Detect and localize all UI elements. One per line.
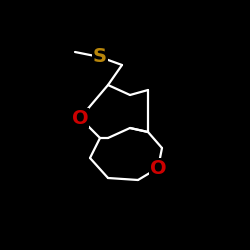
Text: O: O (150, 158, 166, 178)
Text: O: O (72, 108, 88, 128)
Text: S: S (93, 48, 107, 66)
